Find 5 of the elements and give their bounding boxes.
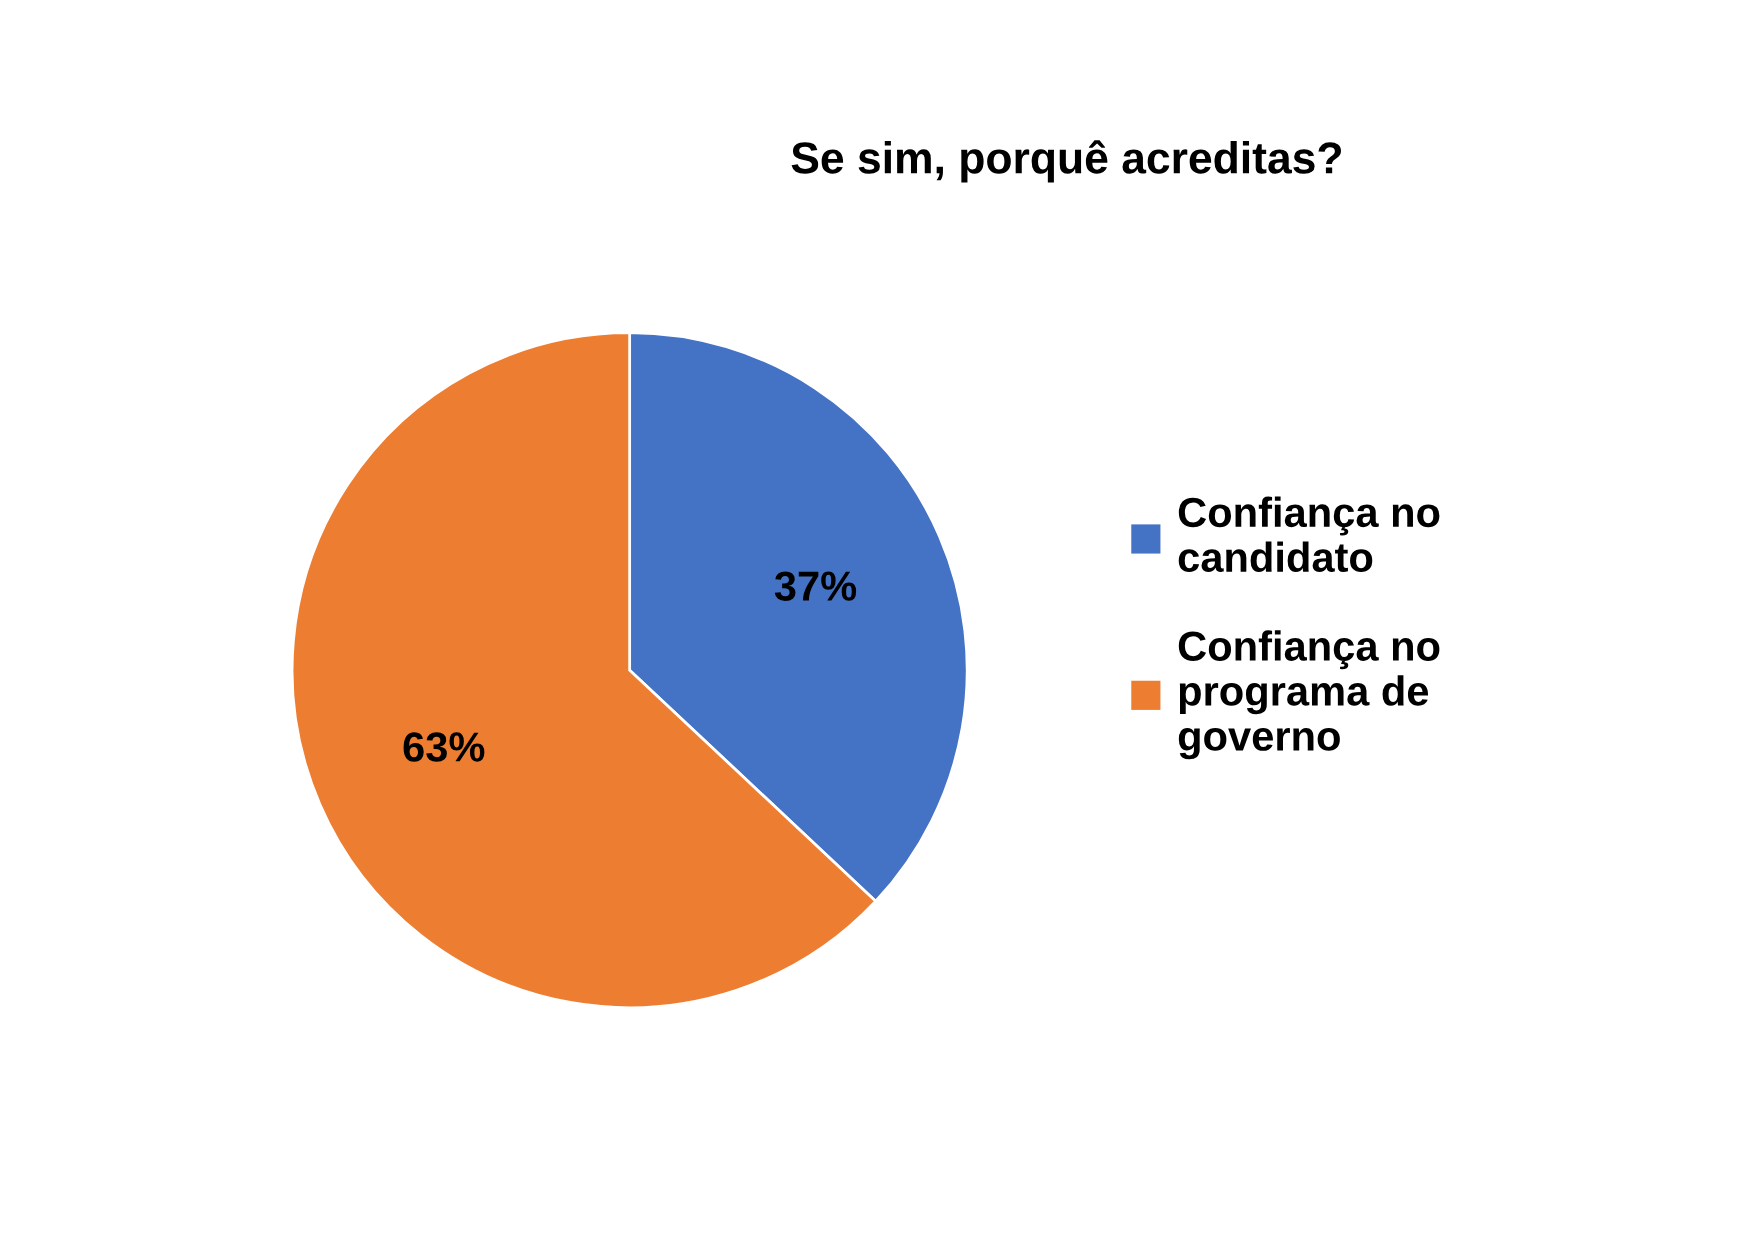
legend-label: Confiança no candidato: [1178, 496, 1440, 573]
data-label: 37%: [774, 571, 857, 601]
legend-label: Confiança no programa de governo: [1178, 630, 1440, 760]
chart-title: Se sim, porquê acreditas?: [791, 140, 1341, 183]
data-label: 63%: [403, 732, 485, 762]
